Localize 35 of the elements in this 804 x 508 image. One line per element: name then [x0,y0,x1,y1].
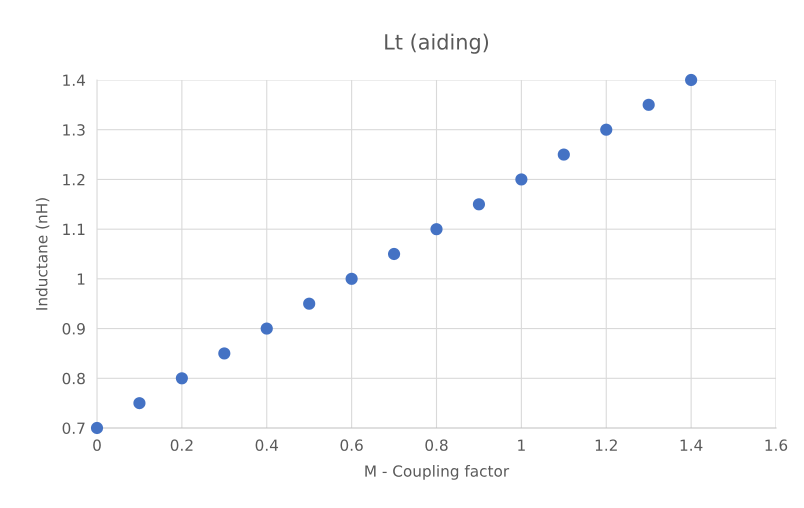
point [685,74,698,86]
y-tick-label: 0.9 [62,323,85,335]
point [515,173,528,186]
point [260,322,273,335]
y-tick-label: 1.1 [63,224,84,235]
point [90,422,104,434]
y-tick-label: 0.7 [62,422,85,434]
point [430,223,443,236]
point [388,248,400,260]
x-tick-label: 0.6 [340,439,363,451]
point [218,347,230,360]
point [303,298,316,310]
x-tick-label: 0.4 [256,439,278,451]
x-tick-label: 0.8 [425,439,448,451]
point [600,124,612,136]
point [642,98,655,111]
x-tick-label: 1.4 [680,440,702,451]
x-tick-label: 1.6 [766,439,788,451]
y-tick-label: 1.2 [63,174,84,186]
x-tick-label: 1 [518,440,525,451]
point [558,148,570,161]
point [176,372,188,384]
chart-title: Lt (aiding) [385,34,488,54]
x-axis-title: M - Coupling factor [365,465,510,480]
x-tick-label: 1.2 [596,439,617,451]
x-tick-label: 0 [93,439,101,451]
point [133,397,146,410]
x-tick-label: 0.2 [170,439,192,451]
y-tick-label: 1 [78,274,84,285]
point [472,198,486,210]
point [346,272,358,285]
y-tick-label: 0.8 [62,372,85,384]
y-axis-title: Inductane (nH) [36,198,50,310]
y-tick-label: 1.4 [63,74,86,86]
y-tick-label: 1.3 [63,124,85,136]
